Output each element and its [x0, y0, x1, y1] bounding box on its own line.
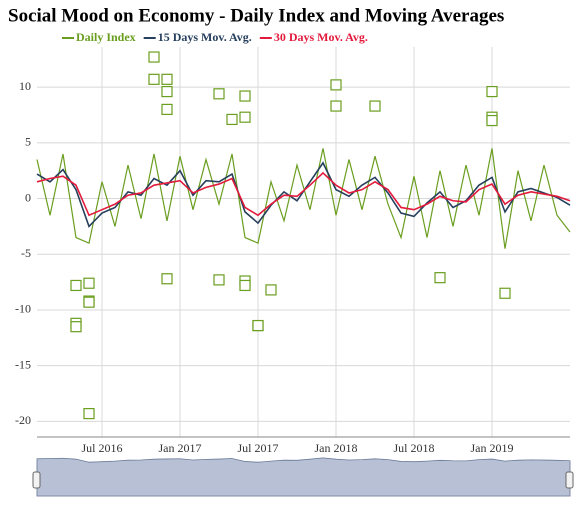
y-tick-label: 0 — [25, 190, 31, 204]
plot: -20 -15 -10 -5 0 5 10 Jul 2016 Jan 2017 Jul 2017 J… — [15, 47, 571, 455]
flag-marker — [70, 321, 82, 333]
flag-marker — [434, 272, 446, 284]
y-tick-label: -15 — [15, 357, 31, 371]
y-tick-label: -20 — [15, 413, 31, 427]
y-tick-label: -5 — [21, 246, 31, 260]
flag-marker — [148, 73, 160, 85]
x-tick-label: Jan 2019 — [471, 441, 514, 455]
flag-marker — [161, 85, 173, 98]
navigator-handle[interactable] — [32, 471, 41, 489]
flag-marker — [330, 100, 342, 112]
series-line — [36, 171, 571, 217]
navigator-series — [36, 457, 571, 497]
navigator-line — [36, 457, 571, 497]
x-tick-label: Jul 2016 — [81, 441, 122, 455]
legend-label: 15 Days Mov. Avg. — [158, 30, 252, 44]
flag-marker — [161, 73, 173, 85]
flag-marker — [83, 277, 95, 289]
flag-marker — [252, 319, 264, 332]
navigator-handle[interactable] — [565, 471, 574, 489]
flag-marker — [213, 274, 225, 286]
flag-marker — [239, 279, 251, 292]
legend-label: Daily Index — [76, 30, 136, 44]
flag-marker — [83, 408, 95, 420]
flag-marker — [330, 79, 342, 91]
legend: Daily Index 15 Days Mov. Avg. 30 Days Mov.… — [62, 30, 368, 44]
x-tick-label: Jan 2018 — [315, 441, 358, 455]
x-tick-label: Jul 2017 — [237, 441, 278, 455]
y-tick-label: 5 — [25, 135, 31, 149]
flag-marker — [70, 279, 82, 292]
flag-marker — [369, 100, 381, 112]
legend-label: 30 Days Mov. Avg. — [274, 30, 368, 44]
flag-marker — [486, 85, 498, 98]
y-tick-label: 10 — [19, 79, 31, 93]
flag-marker — [83, 296, 95, 308]
flag-marker — [499, 287, 511, 299]
chart-title: Social Mood on Economy - Daily Index and… — [8, 5, 504, 26]
x-tick-label: Jan 2017 — [159, 441, 202, 455]
flag-marker — [486, 114, 498, 127]
y-tick-label: -10 — [15, 302, 31, 316]
series-line — [36, 148, 571, 249]
flag-marker — [265, 284, 277, 296]
flag-marker — [213, 88, 225, 100]
x-tick-label: Jul 2018 — [393, 441, 434, 455]
flag-marker — [226, 113, 238, 126]
flag-marker — [161, 273, 173, 285]
flag-marker — [161, 103, 173, 116]
flag-marker — [148, 51, 160, 63]
flag-marker — [239, 111, 251, 123]
flag-marker — [239, 90, 251, 102]
